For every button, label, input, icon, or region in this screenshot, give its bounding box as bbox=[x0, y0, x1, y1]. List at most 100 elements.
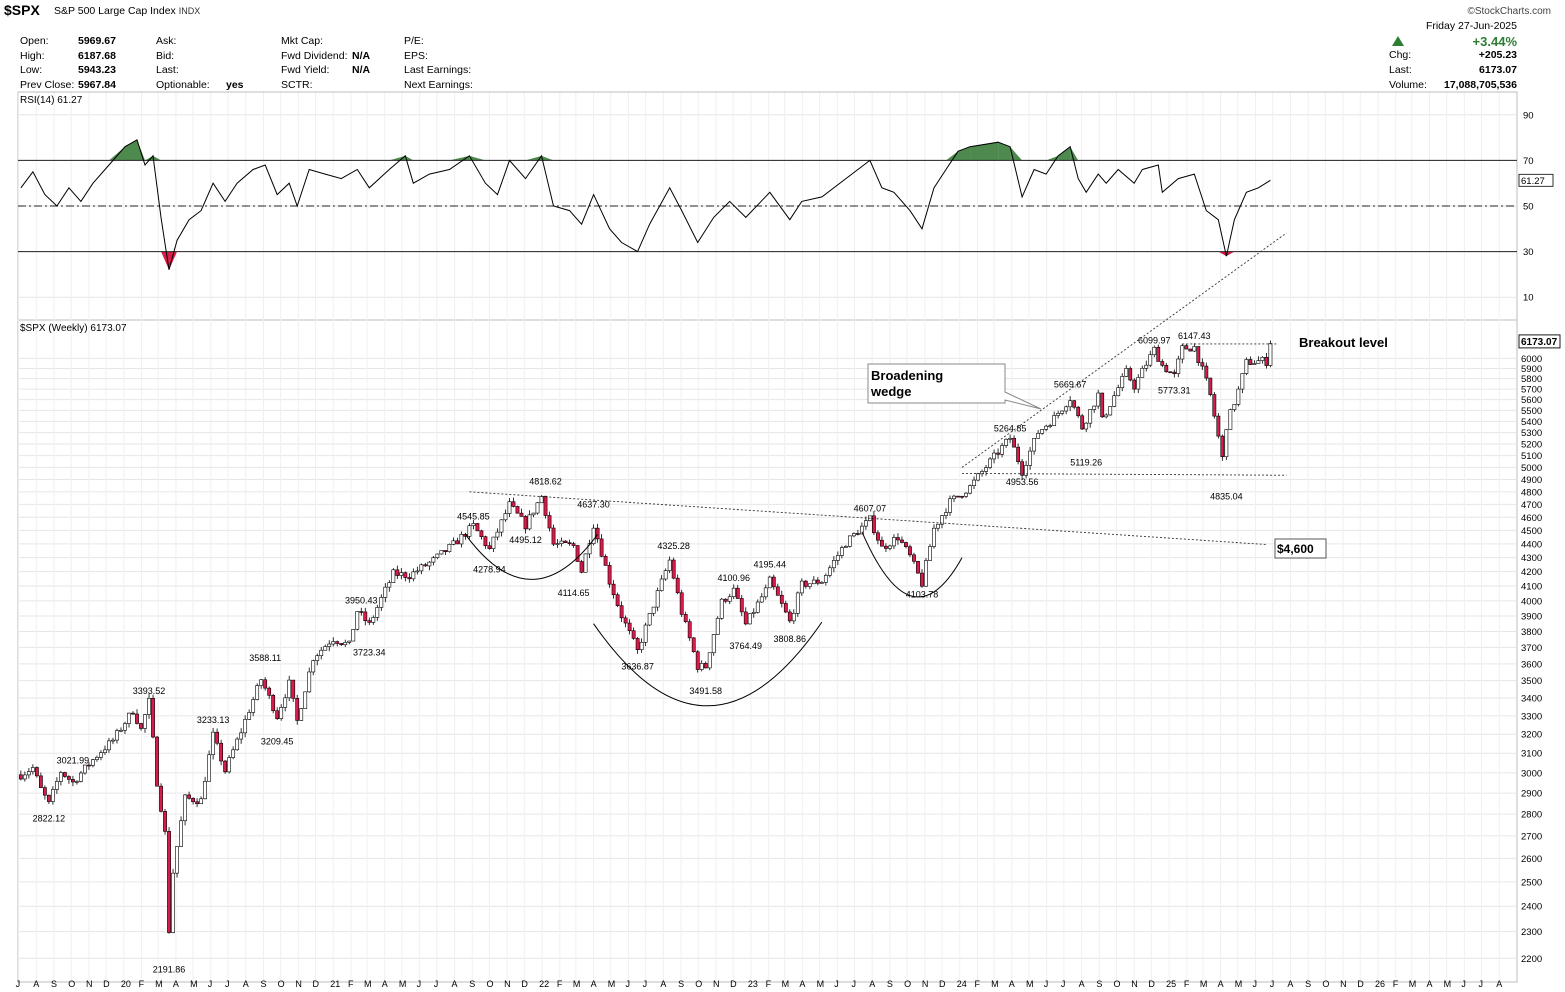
candle-body bbox=[219, 742, 224, 762]
candle-down bbox=[579, 559, 584, 574]
candle-body bbox=[38, 775, 43, 788]
candle-up bbox=[51, 786, 55, 805]
candle-up bbox=[1096, 389, 1101, 409]
candle-body bbox=[851, 533, 856, 537]
candle-down bbox=[71, 775, 75, 787]
candle-body bbox=[231, 749, 236, 758]
price-y-tick: 2300 bbox=[1521, 927, 1542, 938]
candle-body bbox=[655, 590, 660, 608]
quote-label: EPS: bbox=[404, 49, 428, 62]
price-y-tick: 2600 bbox=[1521, 854, 1542, 865]
candle-up bbox=[203, 776, 207, 800]
candle-up bbox=[371, 615, 376, 625]
candle-down bbox=[339, 643, 344, 646]
x-tick: D bbox=[103, 979, 110, 989]
price-y-tick: 3600 bbox=[1521, 659, 1542, 670]
candle-body bbox=[803, 580, 808, 587]
candle-up bbox=[731, 584, 736, 600]
candle-body bbox=[279, 707, 284, 719]
candle-up bbox=[663, 568, 668, 581]
candle-down bbox=[960, 495, 964, 499]
level-4600-box bbox=[1274, 538, 1327, 559]
candle-up bbox=[1024, 460, 1029, 479]
rsi-overbought-fill bbox=[998, 142, 1011, 161]
candle-up bbox=[847, 535, 852, 548]
candle-body bbox=[1248, 359, 1253, 365]
x-tick: A bbox=[591, 979, 597, 989]
x-tick: A bbox=[452, 979, 458, 989]
candle-body bbox=[968, 485, 972, 494]
x-tick: A bbox=[33, 979, 39, 989]
candle-up bbox=[964, 492, 968, 499]
price-y-tick: 2700 bbox=[1521, 831, 1542, 842]
candle-body bbox=[1072, 400, 1077, 408]
candle-up bbox=[1244, 357, 1249, 376]
quote-value: N/A bbox=[352, 64, 371, 76]
candle-body bbox=[928, 546, 932, 561]
candle-body bbox=[403, 572, 408, 578]
candle-body bbox=[751, 612, 756, 614]
x-tick: J bbox=[208, 979, 213, 989]
candle-up bbox=[811, 576, 816, 585]
candle-body bbox=[443, 550, 448, 552]
candle-up bbox=[659, 575, 664, 592]
price-y-tick: 3700 bbox=[1521, 643, 1542, 654]
candle-body bbox=[95, 757, 99, 760]
price-y-tick: 3500 bbox=[1521, 676, 1542, 687]
price-annotation: 5773.31 bbox=[1158, 385, 1191, 395]
candle-up bbox=[503, 509, 508, 522]
candle-down bbox=[743, 607, 748, 626]
candle-body bbox=[347, 640, 352, 643]
price-annotation: 3209.45 bbox=[261, 736, 294, 746]
price-y-tick: 3200 bbox=[1521, 730, 1542, 741]
rsi-overbought-fill bbox=[137, 139, 146, 161]
price-y-tick: 3800 bbox=[1521, 627, 1542, 638]
quote-label: Mkt Cap: bbox=[281, 35, 324, 47]
candle-down bbox=[675, 574, 680, 595]
candle-body bbox=[659, 578, 664, 591]
candle-up bbox=[22, 771, 27, 782]
price-annotation: 5119.26 bbox=[1070, 457, 1102, 467]
x-tick: M bbox=[1026, 979, 1034, 989]
candle-body bbox=[948, 498, 952, 513]
candle-down bbox=[679, 589, 684, 617]
price-annotation: 4607.07 bbox=[854, 503, 887, 513]
candle-body bbox=[339, 643, 344, 645]
x-tick: O bbox=[695, 979, 702, 989]
candle-body bbox=[42, 787, 47, 796]
candle-up bbox=[99, 750, 103, 761]
candle-body bbox=[627, 622, 632, 632]
candle-down bbox=[1196, 346, 1201, 366]
candle-body bbox=[147, 698, 151, 715]
candle-body bbox=[419, 564, 424, 572]
candle-up bbox=[259, 678, 264, 689]
candle-up bbox=[940, 515, 944, 529]
candle-up bbox=[1112, 391, 1117, 408]
candle-body bbox=[523, 516, 528, 530]
neckline-4600 bbox=[469, 491, 1267, 545]
candle-body bbox=[515, 506, 520, 514]
candle-up bbox=[1108, 406, 1113, 416]
candle-up bbox=[1228, 408, 1233, 430]
candle-up bbox=[171, 868, 175, 934]
candle-body bbox=[1148, 354, 1153, 366]
candle-body bbox=[179, 820, 183, 847]
candle-body bbox=[295, 698, 300, 721]
candle-down bbox=[691, 637, 696, 653]
candle-body bbox=[363, 611, 368, 621]
candle-body bbox=[1200, 362, 1205, 367]
candle-down bbox=[135, 709, 139, 725]
candle-up bbox=[283, 694, 288, 712]
candle-down bbox=[46, 794, 51, 805]
x-tick: S bbox=[887, 979, 893, 989]
candle-body bbox=[159, 785, 163, 812]
candle-body bbox=[22, 774, 27, 780]
x-tick: S bbox=[1096, 979, 1102, 989]
rsi-y-tick: 90 bbox=[1523, 110, 1534, 121]
candle-body bbox=[235, 738, 240, 751]
candle-down bbox=[38, 772, 43, 788]
candle-body bbox=[791, 613, 796, 622]
candle-up bbox=[639, 638, 644, 653]
candle-body bbox=[920, 572, 924, 587]
rsi-overbought-fill bbox=[469, 155, 486, 161]
